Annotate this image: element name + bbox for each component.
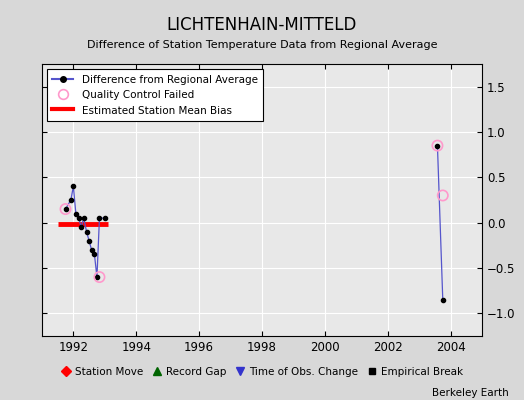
Text: Berkeley Earth: Berkeley Earth (432, 388, 508, 398)
Legend: Difference from Regional Average, Quality Control Failed, Estimated Station Mean: Difference from Regional Average, Qualit… (47, 69, 263, 121)
Legend: Station Move, Record Gap, Time of Obs. Change, Empirical Break: Station Move, Record Gap, Time of Obs. C… (57, 364, 467, 380)
Point (95, 274, 104, 280)
Point (433, 142, 442, 149)
Point (439, 192, 447, 199)
Point (61, 206, 70, 212)
Text: Difference of Station Temperature Data from Regional Average: Difference of Station Temperature Data f… (87, 40, 437, 50)
Text: LICHTENHAIN-MITTELD: LICHTENHAIN-MITTELD (167, 16, 357, 34)
